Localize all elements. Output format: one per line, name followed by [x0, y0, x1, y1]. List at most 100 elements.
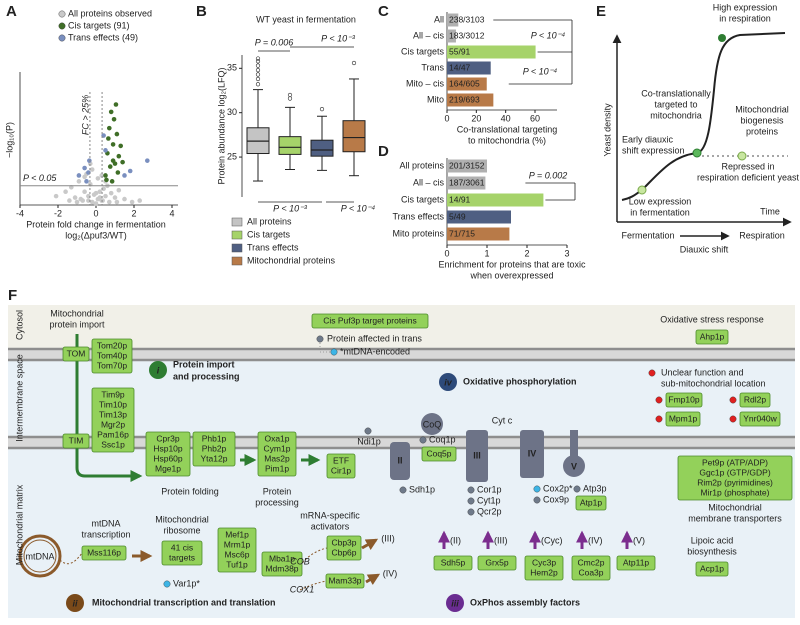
chart-title: WT yeast in fermentation	[256, 14, 356, 24]
protein-label: Cor1p	[477, 484, 502, 494]
protein-name: Tim13p	[99, 409, 127, 419]
protein-box	[261, 551, 303, 577]
complex-label: III	[473, 450, 481, 460]
label: mtDNA	[92, 518, 121, 528]
protein-box	[571, 555, 611, 581]
legend-dot	[58, 10, 66, 18]
protein-box	[575, 495, 607, 511]
outlier	[255, 63, 261, 68]
protein-box	[311, 313, 429, 329]
outlier	[255, 82, 261, 87]
cutoff-label: FC > 25%	[80, 95, 90, 135]
p-value: P < 10⁻⁴	[531, 30, 566, 40]
threshold-label: P < 0.05	[23, 173, 57, 183]
label: Mitochondrial	[50, 308, 104, 318]
outlier	[255, 67, 261, 73]
box	[310, 139, 334, 157]
unclear-dot	[655, 415, 663, 423]
annotation: Low expression	[629, 196, 692, 206]
protein-name: Tom70p	[97, 360, 128, 370]
p-value: P < 10⁻⁴	[523, 66, 558, 76]
section-title: Mitochondrial transcription and translat…	[92, 597, 276, 607]
y-tick-label: 30	[227, 107, 237, 117]
data-point	[82, 174, 87, 180]
trans-dot	[467, 508, 475, 516]
panel-label: D	[378, 143, 389, 160]
label: protein import	[49, 319, 105, 329]
protein-box	[421, 446, 457, 462]
protein-box	[62, 346, 90, 362]
data-point	[115, 170, 121, 175]
protein-label: Sdh1p	[409, 484, 435, 494]
section-title: and processing	[173, 371, 240, 381]
data-point	[110, 158, 116, 163]
protein-box	[62, 433, 90, 449]
data-point	[108, 190, 114, 196]
protein-name: Ssc1p	[101, 439, 125, 449]
annotation: shift expression	[622, 145, 685, 155]
bar	[447, 93, 494, 107]
protein-name: TIM	[69, 435, 84, 445]
label: (III)	[494, 535, 508, 545]
legend-label: Cis targets (91)	[68, 20, 130, 30]
panel-label: C	[378, 3, 389, 20]
data-point	[76, 173, 82, 178]
data-point	[97, 189, 103, 194]
p-value: P = 0.002	[529, 170, 567, 180]
protein-name: Hsp10p	[153, 443, 183, 453]
data-point	[122, 173, 127, 178]
category-label: All – cis	[413, 30, 445, 40]
phase-label: Respiration	[739, 230, 785, 240]
complex-v-stem	[570, 430, 578, 456]
x-tick-label: 20	[471, 113, 481, 123]
x-axis-label: Protein fold change in fermentation	[26, 219, 166, 229]
x-tick-label: 40	[501, 113, 511, 123]
protein-box	[524, 555, 564, 581]
bar	[447, 29, 456, 43]
data-point	[53, 193, 59, 199]
value-label: 14/47	[449, 62, 471, 72]
panel-label: B	[196, 3, 207, 20]
phase-label: Fermentation	[621, 230, 674, 240]
data-point	[129, 199, 135, 205]
label: activators	[311, 521, 350, 531]
protein-name: Ahp1p	[700, 331, 725, 341]
value-label: 238/3103	[449, 14, 485, 24]
bar	[447, 176, 486, 190]
data-point	[108, 109, 114, 115]
label: biosynthesis	[687, 546, 737, 556]
value-label: 164/605	[449, 78, 480, 88]
trans-dot	[419, 436, 427, 444]
category-label: Trans	[421, 62, 444, 72]
protein-name: targets	[169, 552, 195, 562]
value-label: 5/49	[449, 211, 466, 221]
p-value: P < 10⁻⁴	[341, 203, 376, 213]
legend-label: Protein affected in trans	[327, 333, 422, 343]
protein-name: Ynr040w	[743, 413, 777, 423]
label: Mitochondrial	[708, 502, 762, 512]
p-value: P = 0.006	[255, 37, 293, 47]
x-axis-label: Enrichment for proteins that are toxic	[438, 259, 586, 269]
complex-iii	[466, 430, 488, 482]
value-label: 183/3012	[449, 30, 485, 40]
complex-label: II	[397, 455, 402, 465]
protein-name: Mss116p	[87, 547, 121, 557]
coq	[421, 413, 443, 435]
mtdna-dot	[163, 580, 171, 588]
protein-label: Atp3p	[583, 483, 607, 493]
compartment-label: Mitochondrial matrix	[14, 484, 24, 565]
value-label: 201/3152	[449, 160, 485, 170]
protein-name: TOM	[67, 348, 86, 358]
protein-box	[217, 527, 257, 573]
data-point	[107, 164, 113, 169]
protein-name: Mir1p (phosphate)	[701, 487, 770, 497]
protein-box	[91, 338, 133, 374]
annotation: Repressed in	[721, 161, 774, 171]
mtdna-dot	[330, 348, 338, 356]
import-arrow	[75, 334, 143, 482]
label: Oxidative stress response	[660, 314, 764, 324]
protein-name: Hsp60p	[153, 453, 183, 463]
data-point	[80, 198, 85, 203]
annotation: Co-translationally	[641, 88, 711, 98]
